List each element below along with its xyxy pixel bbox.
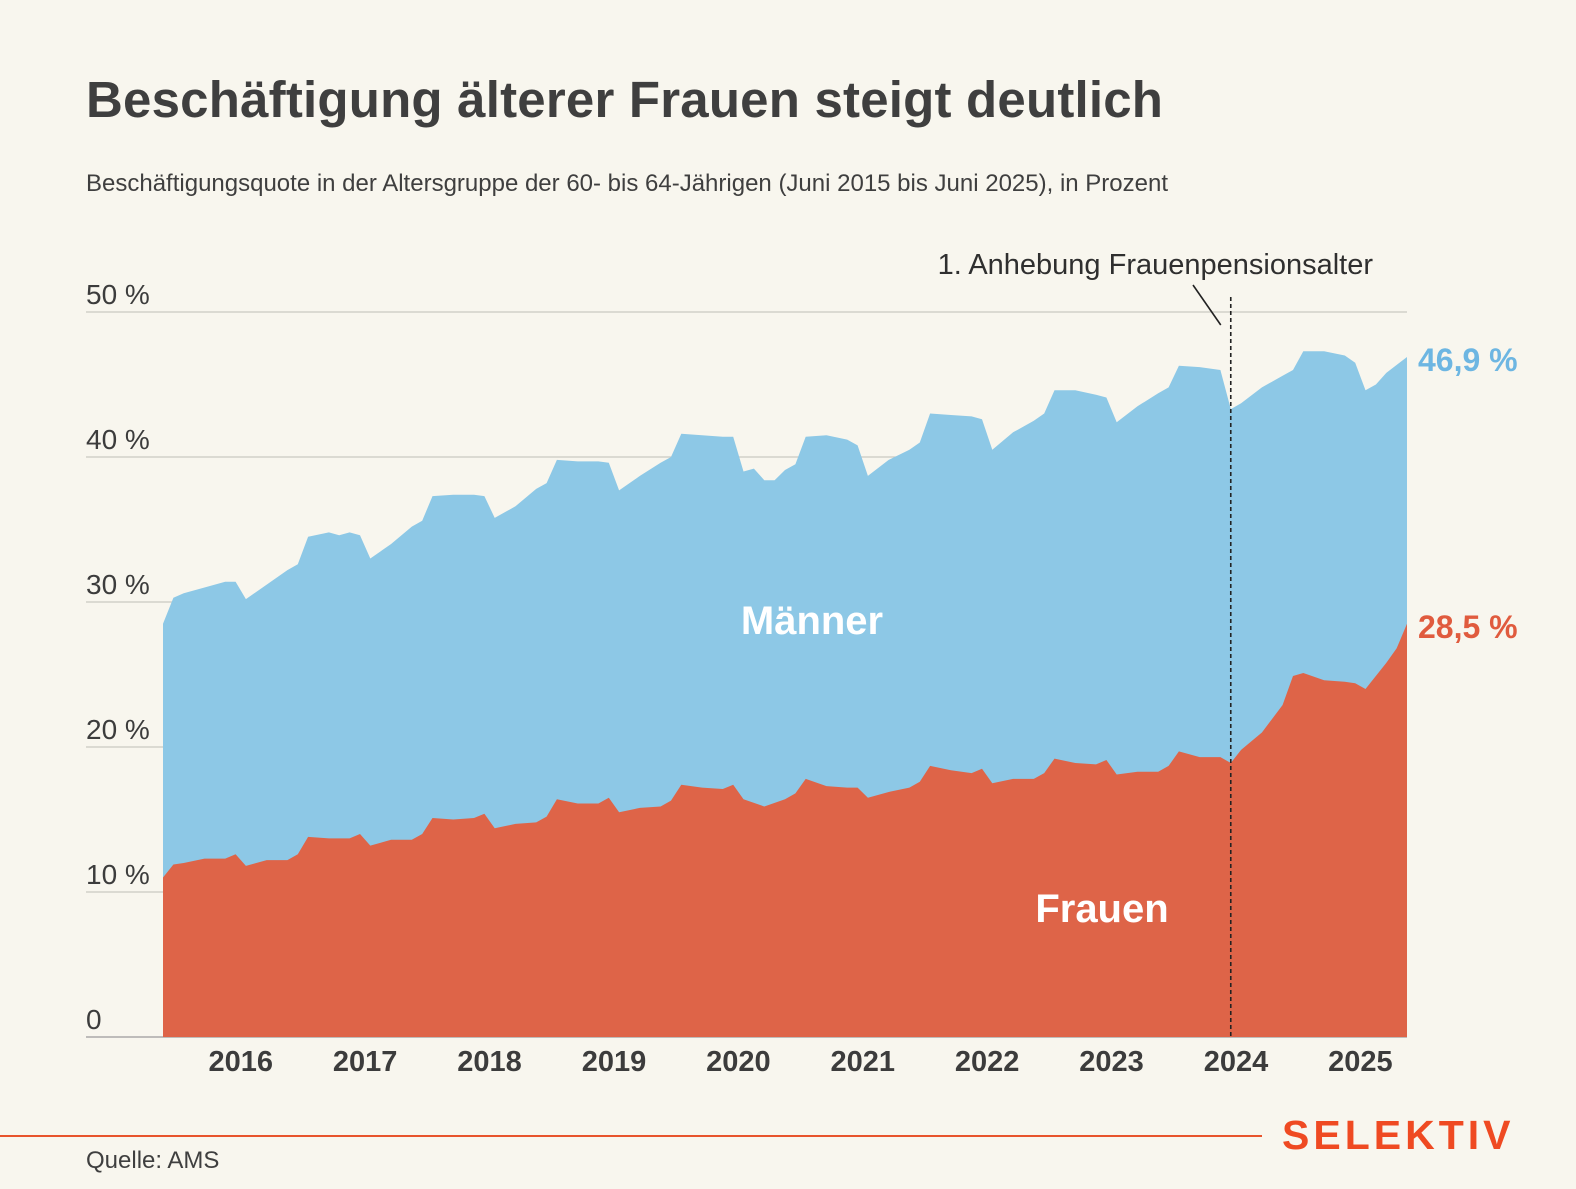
x-tick-label: 2019 [582, 1046, 647, 1078]
x-tick-label: 2020 [706, 1046, 771, 1078]
series-label-frauen: Frauen [1035, 887, 1168, 931]
x-tick-label: 2018 [457, 1046, 522, 1078]
brand-logo: SELEKTIV [1282, 1112, 1515, 1158]
x-tick-label: 2017 [333, 1046, 398, 1078]
x-tick-label: 2024 [1204, 1046, 1269, 1078]
annotation-label: 1. Anhebung Frauenpensionsalter [938, 249, 1374, 281]
end-value-frauen: 28,5 % [1418, 609, 1518, 645]
series-label-maenner: Männer [741, 599, 883, 643]
y-tick-label: 40 % [86, 424, 150, 455]
footer-divider [0, 1135, 1262, 1137]
y-tick-label: 20 % [86, 714, 150, 745]
source-note: Quelle: AMS [86, 1147, 220, 1174]
y-axis: 0 10 % 20 % 30 % 40 % 50 % [86, 279, 150, 1035]
x-tick-label: 2025 [1328, 1046, 1393, 1078]
end-value-maenner: 46,9 % [1418, 342, 1518, 378]
area-frauen [163, 623, 1407, 1037]
y-tick-label: 30 % [86, 569, 150, 600]
x-tick-label: 2016 [208, 1046, 273, 1078]
x-tick-label: 2022 [955, 1046, 1020, 1078]
y-tick-label: 10 % [86, 859, 150, 890]
x-tick-label: 2021 [830, 1046, 895, 1078]
x-tick-label: 2023 [1079, 1046, 1144, 1078]
chart-title: Beschäftigung älterer Frauen steigt deut… [86, 71, 1164, 128]
y-tick-label: 0 [86, 1004, 102, 1035]
x-axis: 2016 2017 2018 2019 2020 2021 2022 2023 2024 2025 [208, 1046, 1392, 1078]
y-tick-label: 50 % [86, 279, 150, 310]
annotation-leader [1192, 284, 1222, 326]
chart-subtitle: Beschäftigungsquote in der Altersgruppe … [86, 170, 1169, 197]
